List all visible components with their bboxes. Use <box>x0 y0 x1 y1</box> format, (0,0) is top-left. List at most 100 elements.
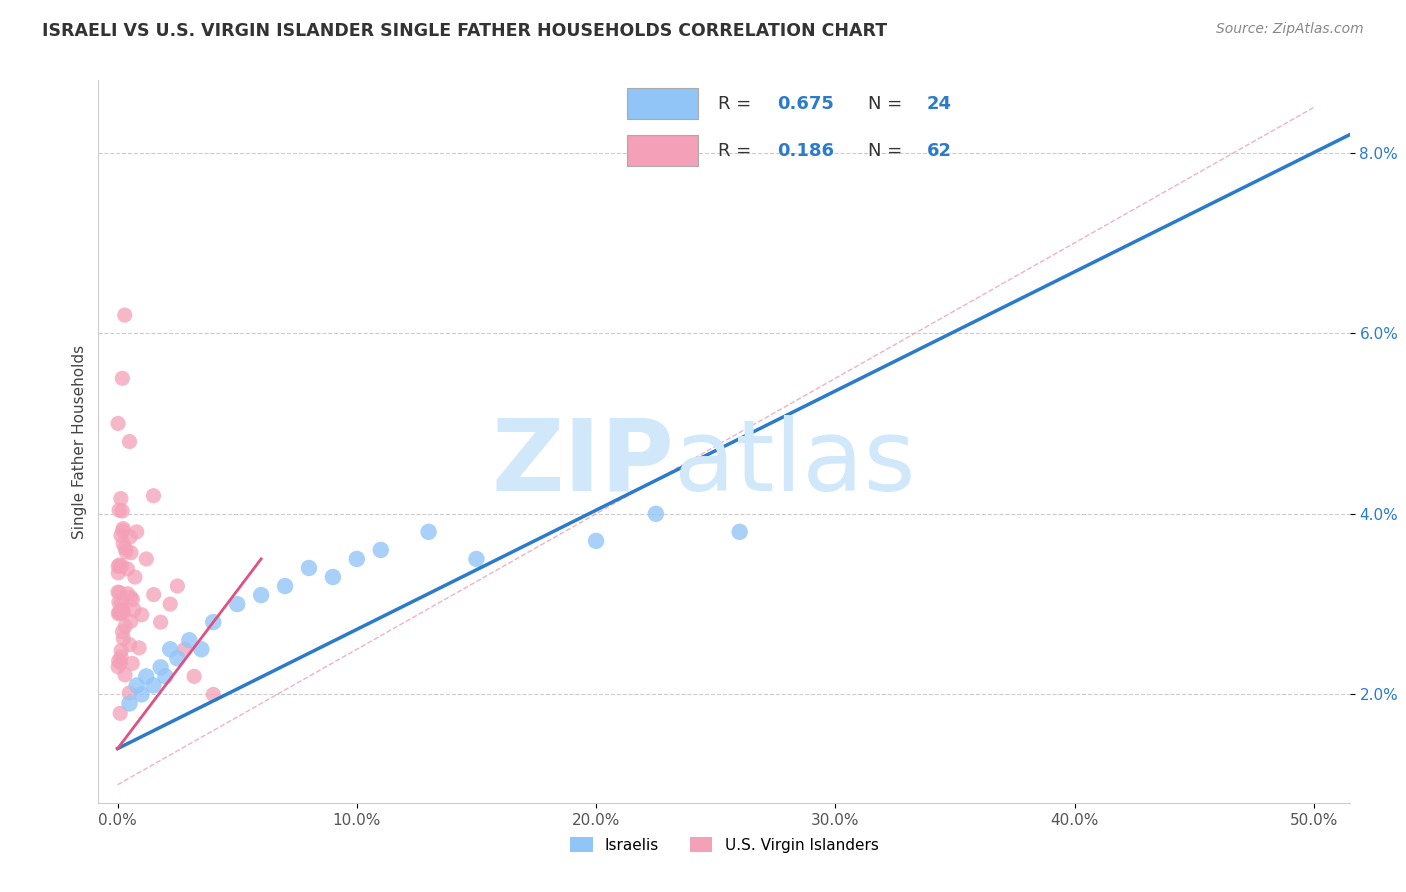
Text: N =: N = <box>868 142 907 160</box>
Point <box>183 669 205 683</box>
Point <box>108 585 131 599</box>
Legend: Israelis, U.S. Virgin Islanders: Israelis, U.S. Virgin Islanders <box>562 829 886 860</box>
Point <box>159 642 181 657</box>
Point <box>118 686 141 700</box>
Text: atlas: atlas <box>673 415 915 512</box>
Point <box>111 371 134 385</box>
Text: Source: ZipAtlas.com: Source: ZipAtlas.com <box>1216 22 1364 37</box>
Point <box>115 544 138 558</box>
FancyBboxPatch shape <box>627 88 699 119</box>
Point <box>110 596 132 610</box>
Point <box>114 308 136 322</box>
Point <box>585 533 607 548</box>
Point <box>112 522 135 536</box>
Text: 0.186: 0.186 <box>778 142 834 160</box>
Text: 24: 24 <box>927 95 952 112</box>
Point <box>117 562 139 576</box>
Point <box>111 504 134 518</box>
Point <box>114 668 136 682</box>
Point <box>202 687 225 701</box>
Point <box>110 643 132 657</box>
Point <box>108 605 131 619</box>
Point <box>121 592 143 607</box>
Point <box>108 595 131 609</box>
Point <box>111 603 134 617</box>
Point <box>149 660 172 674</box>
Text: N =: N = <box>868 95 907 112</box>
Text: R =: R = <box>718 95 756 112</box>
Point <box>166 651 188 665</box>
Point <box>226 597 249 611</box>
Point <box>155 669 177 683</box>
Y-axis label: Single Father Households: Single Father Households <box>72 344 87 539</box>
Point <box>149 615 172 630</box>
Point <box>108 503 131 517</box>
Point <box>107 566 129 580</box>
Text: 62: 62 <box>927 142 952 160</box>
Point <box>122 603 145 617</box>
Point <box>117 587 139 601</box>
Point <box>125 524 148 539</box>
Point <box>111 558 134 573</box>
Point <box>124 570 146 584</box>
Point <box>370 542 392 557</box>
Point <box>120 591 142 605</box>
Point <box>728 524 751 539</box>
Text: 0.675: 0.675 <box>778 95 834 112</box>
Point <box>118 434 141 449</box>
Point <box>110 606 132 620</box>
Point <box>107 607 129 621</box>
Point <box>118 697 141 711</box>
Point <box>111 604 134 618</box>
Point <box>110 650 132 665</box>
Point <box>142 678 165 692</box>
Point <box>108 706 131 721</box>
Point <box>112 537 135 551</box>
Point <box>202 615 225 630</box>
Point <box>120 615 142 629</box>
Point <box>131 607 153 622</box>
Point <box>645 507 668 521</box>
Point <box>250 588 273 602</box>
Point <box>107 417 129 431</box>
Point <box>118 638 141 652</box>
Point <box>107 559 129 574</box>
Point <box>179 633 201 648</box>
Point <box>142 489 165 503</box>
Point <box>322 570 344 584</box>
Point <box>111 624 134 639</box>
FancyBboxPatch shape <box>627 136 699 166</box>
Point <box>120 530 142 544</box>
Point <box>110 528 132 542</box>
Point <box>111 606 134 620</box>
Point <box>135 669 157 683</box>
Point <box>128 640 150 655</box>
Point <box>110 491 132 506</box>
Point <box>190 642 212 657</box>
Point <box>298 561 321 575</box>
Point <box>120 546 142 560</box>
Point <box>159 597 181 611</box>
Text: ISRAELI VS U.S. VIRGIN ISLANDER SINGLE FATHER HOUSEHOLDS CORRELATION CHART: ISRAELI VS U.S. VIRGIN ISLANDER SINGLE F… <box>42 22 887 40</box>
Text: ZIP: ZIP <box>491 415 673 512</box>
Point <box>108 558 131 572</box>
Point <box>142 588 165 602</box>
Point <box>173 642 195 657</box>
Point <box>121 657 143 671</box>
Point <box>418 524 440 539</box>
Point <box>465 552 488 566</box>
Point <box>110 656 132 670</box>
Point <box>114 541 136 555</box>
Point <box>125 678 148 692</box>
Point <box>135 552 157 566</box>
Point <box>274 579 297 593</box>
Point <box>110 606 132 620</box>
Point <box>107 660 129 674</box>
Point <box>111 524 134 538</box>
Point <box>112 632 135 646</box>
Point <box>131 687 153 701</box>
Text: R =: R = <box>718 142 756 160</box>
Point <box>166 579 188 593</box>
Point <box>114 619 136 633</box>
Point <box>107 654 129 668</box>
